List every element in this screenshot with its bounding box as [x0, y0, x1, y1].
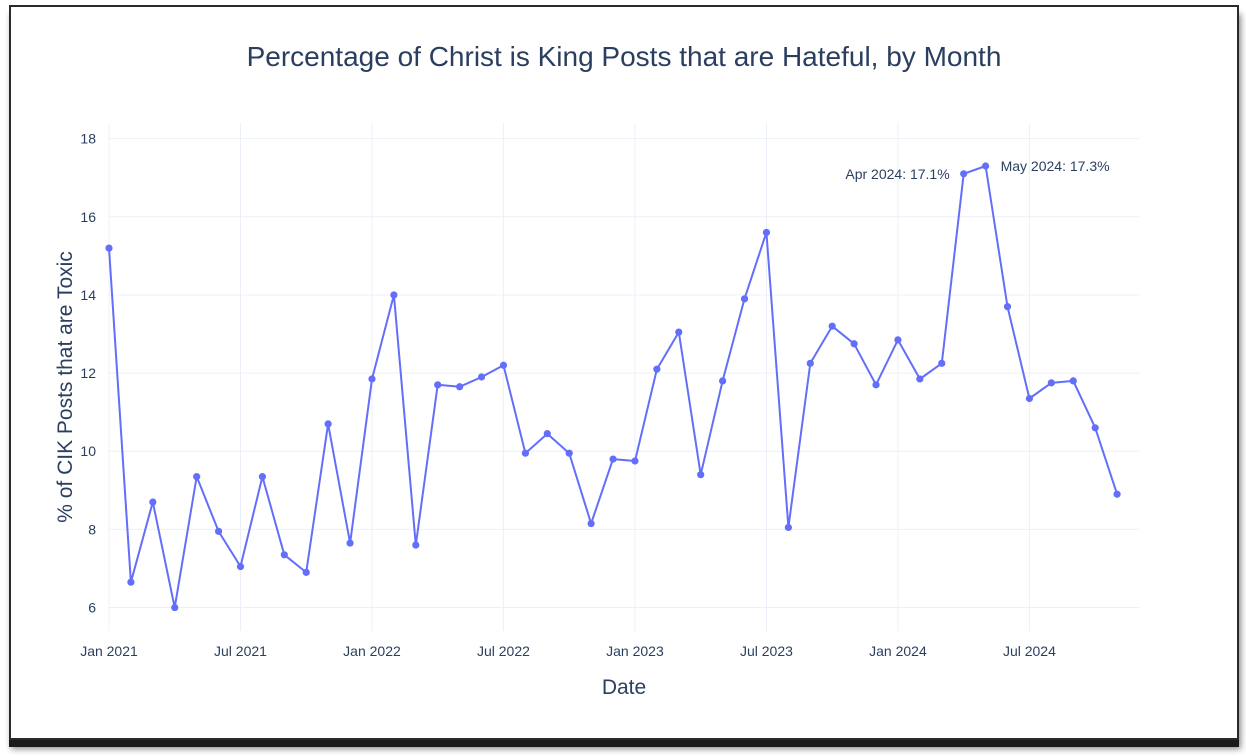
data-point — [675, 328, 683, 336]
data-point — [1003, 303, 1012, 311]
y-tick-label: 8 — [88, 521, 96, 537]
data-point — [850, 340, 858, 348]
data-point — [784, 523, 792, 532]
data-point — [368, 375, 376, 383]
data-point — [324, 420, 332, 428]
gridlines — [108, 123, 1139, 631]
data-point — [872, 381, 880, 389]
data-point — [543, 430, 551, 438]
data-point — [105, 244, 113, 252]
data-point — [477, 373, 486, 381]
y-tick-label: 10 — [80, 443, 96, 459]
data-point — [499, 361, 508, 369]
y-axis-title: % of CIK Posts that are Toxic — [54, 251, 77, 523]
data-point — [938, 359, 946, 367]
x-tick-label: Jan 2021 — [80, 643, 138, 659]
data-point — [981, 162, 990, 170]
data-point — [280, 551, 288, 559]
chart-title: Percentage of Christ is King Posts that … — [247, 41, 1002, 72]
x-tick-label: Jan 2023 — [606, 643, 664, 659]
data-point — [521, 449, 529, 457]
annotations: Apr 2024: 17.1% May 2024: 17.3% — [845, 158, 1109, 182]
y-tick-label: 14 — [80, 287, 96, 303]
line-chart: Percentage of Christ is King Posts that … — [54, 41, 1139, 699]
data-point — [1047, 379, 1055, 387]
data-point — [828, 322, 836, 330]
x-axis-ticks: Jan 2021 Jul 2021 Jan 2022 Jul 2022 Jan 2023… — [80, 643, 1056, 659]
y-tick-label: 12 — [80, 365, 96, 381]
data-point — [697, 471, 705, 479]
data-point — [960, 170, 968, 178]
data-point — [302, 568, 310, 576]
y-tick-label: 16 — [80, 209, 96, 225]
data-point — [806, 359, 814, 367]
data-point — [565, 449, 573, 457]
data-point — [412, 541, 420, 549]
data-point — [456, 383, 464, 391]
x-tick-label: Jul 2023 — [740, 643, 793, 659]
x-tick-label: Jul 2022 — [477, 643, 530, 659]
data-point — [171, 603, 179, 612]
chart-frame: Percentage of Christ is King Posts that … — [9, 5, 1239, 740]
data-point — [1069, 377, 1077, 385]
annotation-label: May 2024: 17.3% — [1001, 158, 1110, 174]
annotation-label: Apr 2024: 17.1% — [845, 166, 949, 182]
data-point — [258, 473, 267, 481]
data-point — [127, 578, 135, 586]
x-tick-label: Jul 2024 — [1003, 643, 1056, 659]
data-point — [609, 455, 617, 463]
data-points — [105, 162, 1121, 612]
data-point — [149, 498, 157, 506]
data-point — [236, 562, 245, 571]
data-point — [390, 291, 398, 299]
data-point — [740, 295, 749, 303]
series-line — [108, 165, 1119, 609]
data-point — [719, 377, 727, 385]
y-tick-label: 18 — [80, 131, 96, 147]
y-tick-label: 6 — [88, 600, 96, 616]
data-point — [1025, 394, 1034, 403]
series-line-group — [108, 165, 1119, 609]
data-point — [653, 365, 661, 373]
data-point — [214, 527, 223, 535]
data-point — [587, 519, 595, 528]
data-point — [762, 228, 771, 237]
data-point — [894, 336, 902, 344]
data-point — [346, 539, 354, 547]
data-point — [193, 473, 201, 481]
x-tick-label: Jul 2021 — [214, 643, 267, 659]
x-tick-label: Jan 2024 — [869, 643, 927, 659]
data-point — [631, 457, 639, 465]
data-point — [916, 375, 924, 383]
x-axis-title: Date — [602, 676, 646, 699]
data-point — [434, 381, 442, 389]
data-point — [1113, 490, 1121, 498]
y-axis-ticks: 6 8 10 12 14 16 18 — [80, 131, 96, 616]
x-tick-label: Jan 2022 — [343, 643, 401, 659]
data-point — [1091, 424, 1099, 432]
